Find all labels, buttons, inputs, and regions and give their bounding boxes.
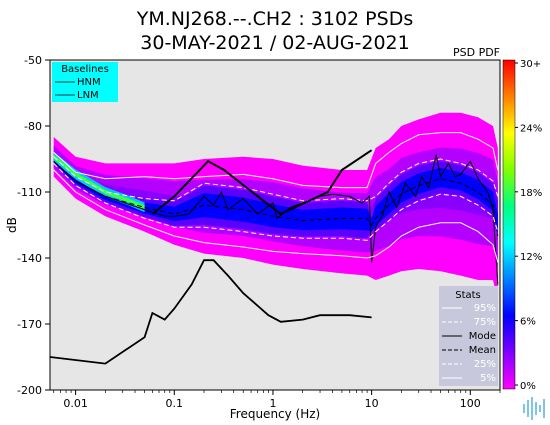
y-tick-label-140: -140	[17, 252, 42, 265]
y-axis-label: dB	[5, 217, 19, 233]
stats-legend-title: Stats	[455, 290, 481, 301]
baseline-lines	[50, 149, 373, 365]
colorbar: 30+ 24% 18% 12% 6% 0%	[502, 59, 542, 392]
series-mean-line	[53, 160, 499, 237]
density-cloud	[53, 112, 498, 302]
baselines-legend: Baselines HNM LNM	[52, 62, 118, 102]
colorbar-tick-label-30: 30+	[520, 59, 541, 70]
colorbar-tick-label-18pct: 18%	[520, 188, 542, 199]
colorbar-tick-label-24pct: 24%	[520, 123, 542, 134]
series-lnm-line	[50, 259, 372, 365]
plot-frame	[49, 59, 501, 391]
series-25pct-line	[53, 163, 499, 241]
y-axis: -50 -80 -110 -140 -170 -200	[17, 54, 50, 397]
series-95pct-line	[53, 132, 499, 189]
y-tick-label-50: -50	[24, 54, 42, 67]
colorbar-tick-label-12pct: 12%	[520, 252, 542, 263]
x-tick-label-100: 100	[460, 397, 481, 410]
x-tick-label-0-01: 0.01	[63, 397, 88, 410]
series-hnm-line	[151, 149, 373, 216]
colorbar-gradient	[502, 59, 516, 390]
stats-legend-label-mean: Mean	[469, 345, 496, 356]
colorbar-tick-label-0pct: 0%	[520, 381, 536, 392]
chart-subtitle: 30-MAY-2021 / 02-AUG-2021	[140, 32, 409, 54]
chart-title: YM.NJ268.--.CH2 : 3102 PSDs	[136, 8, 413, 30]
stat-lines	[53, 132, 499, 285]
legend-hnm: HNM	[77, 77, 101, 88]
stats-legend: Stats 95% 75% Mode Mean 25% 5%	[439, 286, 498, 386]
legend-lnm: LNM	[77, 90, 99, 101]
density-core-blue	[53, 158, 498, 234]
y-tick-label-170: -170	[17, 318, 42, 331]
y-tick-label-200: -200	[17, 384, 42, 397]
x-tick-label-0-1: 0.1	[166, 397, 184, 410]
x-tick-label-1: 1	[269, 397, 276, 410]
series-75pct-line	[53, 156, 499, 202]
colorbar-tick-label-6pct: 6%	[520, 317, 536, 328]
stats-legend-label-5pct: 5%	[480, 373, 496, 384]
baselines-legend-title: Baselines	[61, 64, 109, 75]
series-5pct-line	[53, 169, 499, 263]
y-tick-label-110: -110	[17, 186, 42, 199]
x-axis-label: Frequency (Hz)	[230, 407, 321, 421]
density-streak-green	[53, 154, 145, 210]
x-axis: 0.01 0.1 1 10 100	[53, 390, 501, 410]
stats-legend-label-95pct: 95%	[474, 303, 496, 314]
waveform-logo	[523, 397, 545, 420]
psd-pdf-label: PSD PDF	[453, 46, 500, 59]
stats-legend-label-mode: Mode	[469, 331, 496, 342]
x-tick-label-10: 10	[365, 397, 379, 410]
stats-legend-label-75pct: 75%	[474, 317, 496, 328]
plot-area	[50, 112, 499, 365]
stats-legend-label-25pct: 25%	[474, 359, 496, 370]
series-mode-line	[53, 154, 499, 285]
y-tick-label-80: -80	[24, 120, 42, 133]
